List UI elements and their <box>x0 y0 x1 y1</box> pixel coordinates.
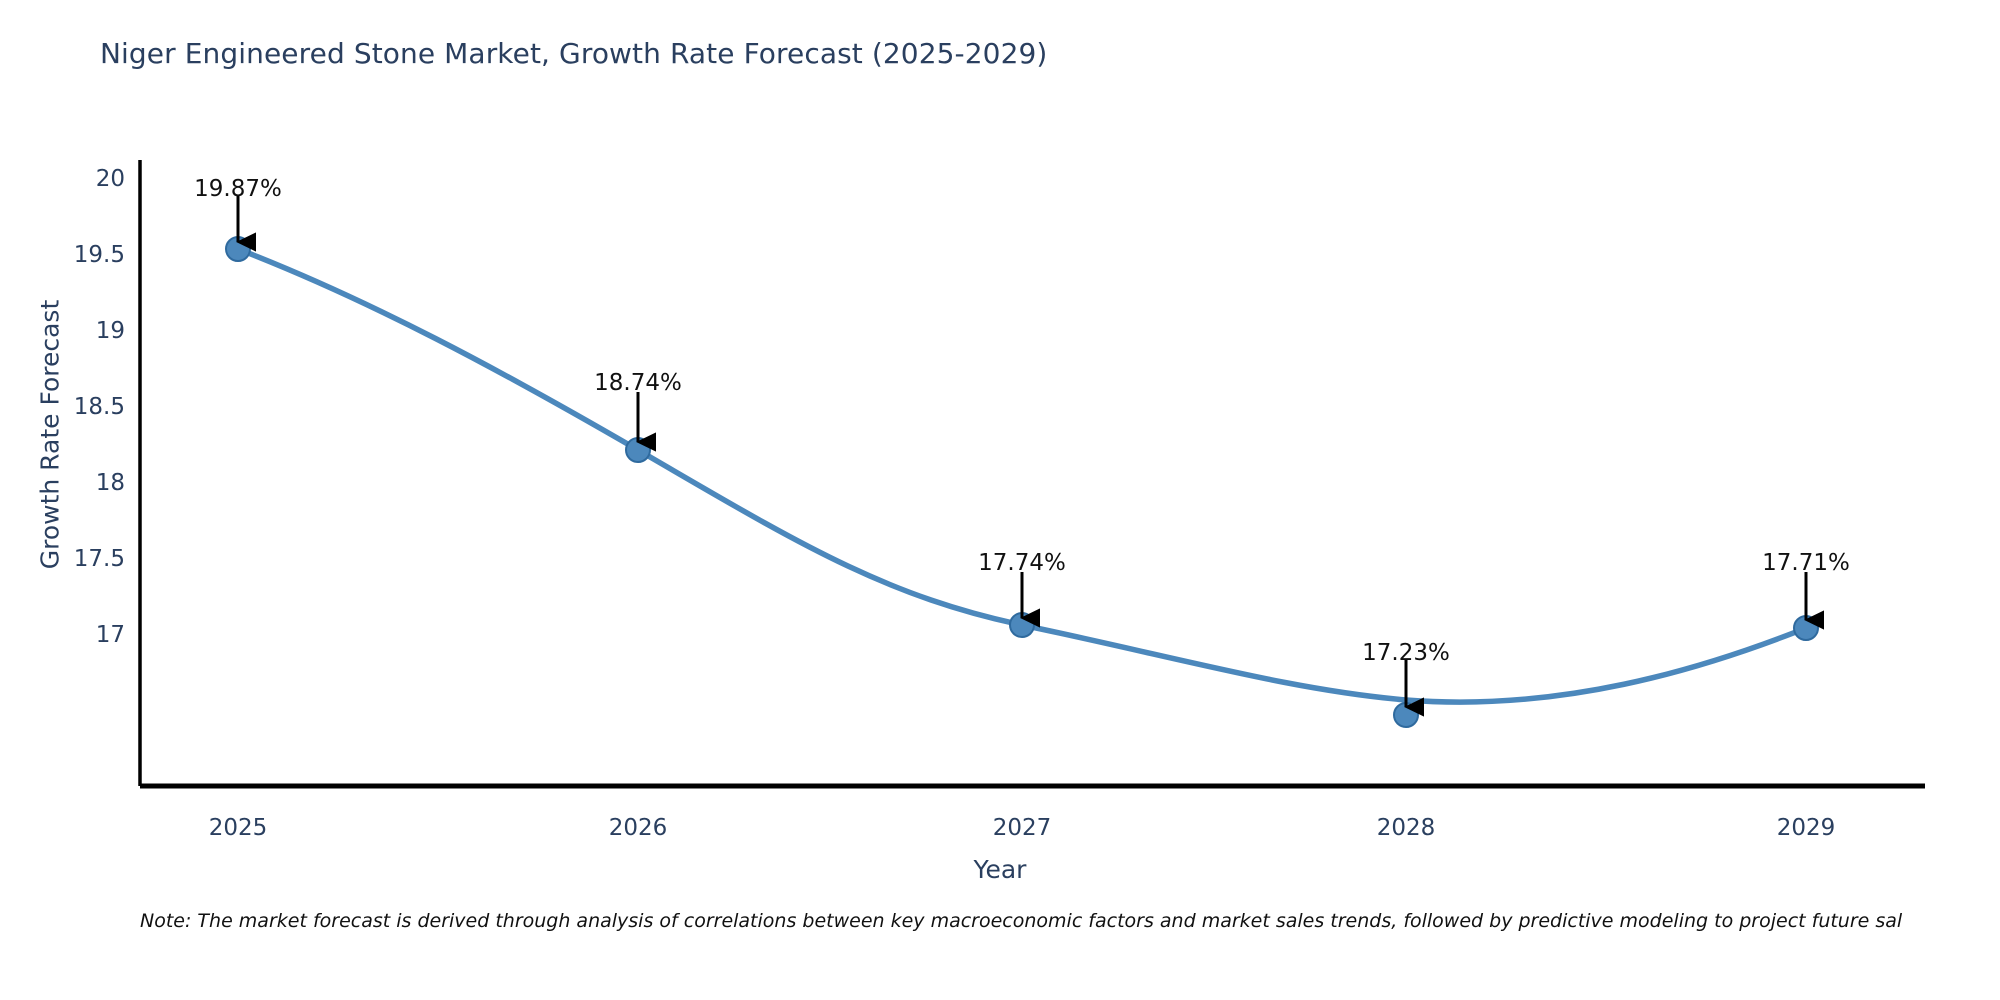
chart-title: Niger Engineered Stone Market, Growth Ra… <box>100 37 1048 70</box>
y-tick-label: 17 <box>95 622 125 648</box>
x-tick-label: 2026 <box>608 815 668 841</box>
y-tick-label: 20 <box>95 166 125 192</box>
x-tick-label: 2029 <box>1776 815 1836 841</box>
x-axis-label: Year <box>973 855 1027 884</box>
y-tick-label: 18.5 <box>73 394 125 420</box>
y-tick-label: 19.5 <box>73 242 125 268</box>
x-tick-label: 2028 <box>1376 815 1436 841</box>
y-tick-label: 18 <box>95 470 125 496</box>
x-tick-label: 2025 <box>208 815 268 841</box>
data-label-2027: 17.74% <box>978 550 1066 576</box>
y-tick-label: 19 <box>95 318 125 344</box>
data-label-2029: 17.71% <box>1762 550 1850 576</box>
data-label-2026: 18.74% <box>594 370 682 396</box>
chart-note: Note: The market forecast is derived thr… <box>140 910 1903 932</box>
y-axis-tick-labels: 20 19.5 19 18.5 18 17.5 17 <box>0 0 125 1000</box>
x-tick-label: 2027 <box>992 815 1052 841</box>
y-tick-label: 17.5 <box>73 546 125 572</box>
